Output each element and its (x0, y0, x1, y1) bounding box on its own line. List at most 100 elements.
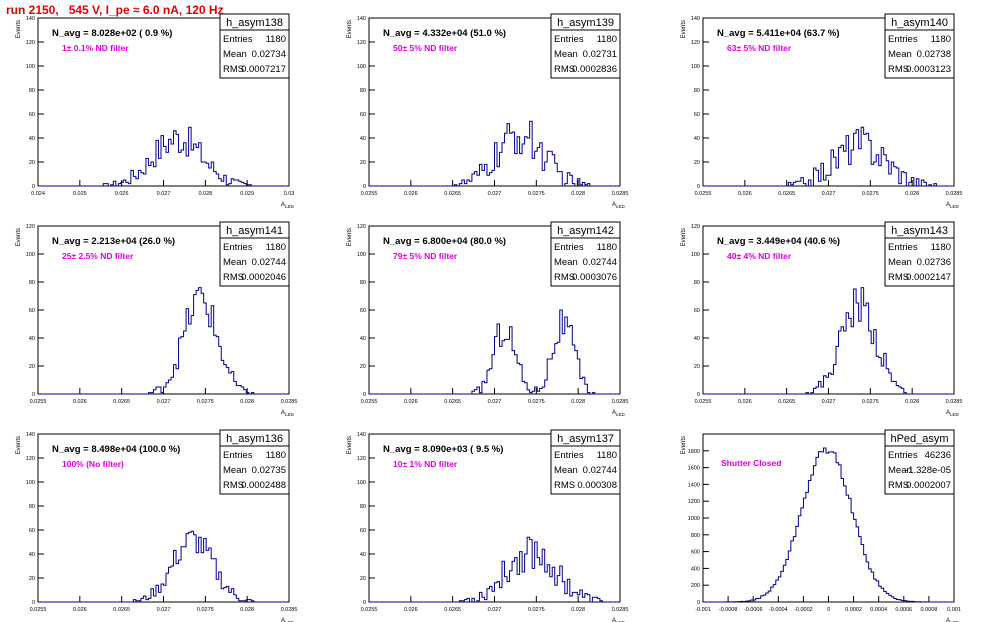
y-tick-label: 1400 (688, 482, 700, 488)
stats-value: 0.0002007 (906, 480, 951, 491)
navg-annotation: N_avg = 8.028e+02 ( 0.9 %) (52, 28, 172, 39)
x-tick-label: 0.027 (488, 399, 502, 405)
y-tick-label: 40 (29, 336, 35, 342)
y-axis-label: Events (347, 20, 353, 38)
x-tick-label: 0.0275 (197, 607, 214, 613)
x-tick-label: 0.027 (157, 191, 171, 197)
stats-box (550, 13, 621, 79)
histogram-series (38, 530, 289, 603)
x-tick-label: 0.029 (240, 191, 254, 197)
navg-annotation: N_avg = 6.800e+04 (80.0 %) (383, 236, 506, 247)
filter-annotation: Shutter Closed (721, 458, 781, 468)
navg-annotation: N_avg = 5.411e+04 (63.7 %) (717, 28, 840, 39)
x-tick-label: 0.026 (404, 399, 418, 405)
stats-histogram-name: h_asym141 (226, 225, 283, 237)
stats-label: RMS (223, 64, 244, 75)
x-tick-label: -0.0008 (719, 607, 738, 613)
x-tick-label: 0.0285 (612, 607, 629, 613)
y-tick-label: 80 (360, 88, 366, 94)
y-tick-label: 140 (691, 16, 700, 22)
y-tick-label: 40 (694, 336, 700, 342)
x-tick-label: 0.0275 (862, 399, 879, 405)
navg-annotation: N_avg = 3.449e+04 (40.6 %) (717, 236, 840, 247)
y-axis-label: Events (347, 436, 353, 454)
stats-histogram-name: h_asym143 (891, 225, 948, 237)
x-tick-label: 0.027 (822, 399, 836, 405)
navg-annotation: N_avg = 2.213e+04 (26.0 %) (52, 236, 175, 247)
x-tick-label: 0.0285 (281, 607, 298, 613)
stats-histogram-name: h_asym142 (557, 225, 614, 237)
y-tick-label: 20 (360, 364, 366, 370)
stats-value: 0.02744 (583, 257, 617, 268)
y-tick-label: 80 (694, 280, 700, 286)
y-tick-label: 800 (691, 533, 700, 539)
y-axis-label: Events (16, 228, 22, 246)
x-tick-label: 0.028 (198, 191, 212, 197)
x-axis-label: ALED (612, 618, 626, 622)
x-tick-label: -0.001 (695, 607, 711, 613)
stats-box (884, 429, 955, 495)
y-tick-label: 60 (694, 308, 700, 314)
stats-value: 0.0003076 (572, 272, 617, 283)
stats-value: 1180 (931, 34, 951, 45)
x-tick-label: 0.027 (488, 607, 502, 613)
y-tick-label: 80 (360, 504, 366, 510)
stats-value: 0.0002147 (906, 272, 951, 283)
stats-value: 0.02731 (583, 49, 617, 60)
y-tick-label: 1800 (688, 449, 700, 455)
x-tick-label: 0.0275 (528, 191, 545, 197)
histogram-panel-h_asym136: 0 20 40 60 80 100 120 140 Events 0.0255 0.026 0.026… (16, 429, 298, 622)
x-tick-label: 0.0275 (862, 191, 879, 197)
x-tick-label: 0.0265 (778, 191, 795, 197)
navg-annotation: N_avg = 8.498e+04 (100.0 %) (52, 444, 180, 455)
stats-value: 0.0002836 (572, 64, 617, 75)
stats-value: 1180 (931, 242, 951, 253)
x-axis-label: ALED (281, 202, 295, 209)
y-tick-label: 120 (691, 224, 700, 230)
y-tick-label: 0 (363, 392, 366, 398)
stats-value: 1180 (266, 34, 286, 45)
y-tick-label: 120 (357, 224, 366, 230)
y-tick-label: 1600 (688, 466, 700, 472)
x-tick-label: 0.0255 (361, 399, 378, 405)
stats-value: -1.328e-05 (905, 465, 951, 476)
y-tick-label: 60 (29, 528, 35, 534)
x-tick-label: 0.0265 (113, 399, 130, 405)
y-tick-label: 140 (357, 16, 366, 22)
histogram-panel-h_asym138: 0 20 40 60 80 100 120 140 Events 0.024 0.025 0.026 0… (16, 13, 295, 209)
x-tick-label: 0.0265 (444, 399, 461, 405)
stats-label: Entries (888, 242, 918, 253)
x-axis-label: ALED (612, 202, 626, 209)
stats-histogram-name: h_asym140 (891, 17, 948, 29)
y-tick-label: 40 (360, 552, 366, 558)
stats-value: 0.02744 (583, 465, 617, 476)
x-tick-label: 0.0285 (946, 191, 963, 197)
stats-label: RMS (223, 480, 244, 491)
stats-value: 46236 (925, 450, 951, 461)
stats-label: RMS (888, 64, 909, 75)
stats-box (884, 13, 955, 79)
x-tick-label: 0.0275 (528, 399, 545, 405)
x-tick-label: 0.0285 (281, 399, 298, 405)
x-tick-label: 0.0006 (895, 607, 912, 613)
x-tick-label: 0.0265 (444, 607, 461, 613)
stats-box (219, 13, 290, 79)
y-tick-label: 200 (691, 583, 700, 589)
y-axis-label: Events (681, 20, 687, 38)
y-tick-label: 120 (26, 40, 35, 46)
stats-label: Entries (554, 450, 584, 461)
stats-value: 1180 (597, 450, 617, 461)
y-tick-label: 80 (29, 504, 35, 510)
stats-histogram-name: h_asym136 (226, 433, 283, 445)
y-tick-label: 100 (357, 480, 366, 486)
histogram-series (703, 447, 954, 603)
stats-value: 0.02734 (252, 49, 286, 60)
y-tick-label: 40 (29, 552, 35, 558)
stats-histogram-name: h_asym138 (226, 17, 283, 29)
y-tick-label: 40 (360, 336, 366, 342)
y-tick-label: 60 (360, 112, 366, 118)
x-tick-label: 0.0255 (30, 399, 47, 405)
y-axis-label: Events (681, 228, 687, 246)
stats-value: 0.0003123 (906, 64, 951, 75)
y-axis-label: Events (16, 20, 22, 38)
